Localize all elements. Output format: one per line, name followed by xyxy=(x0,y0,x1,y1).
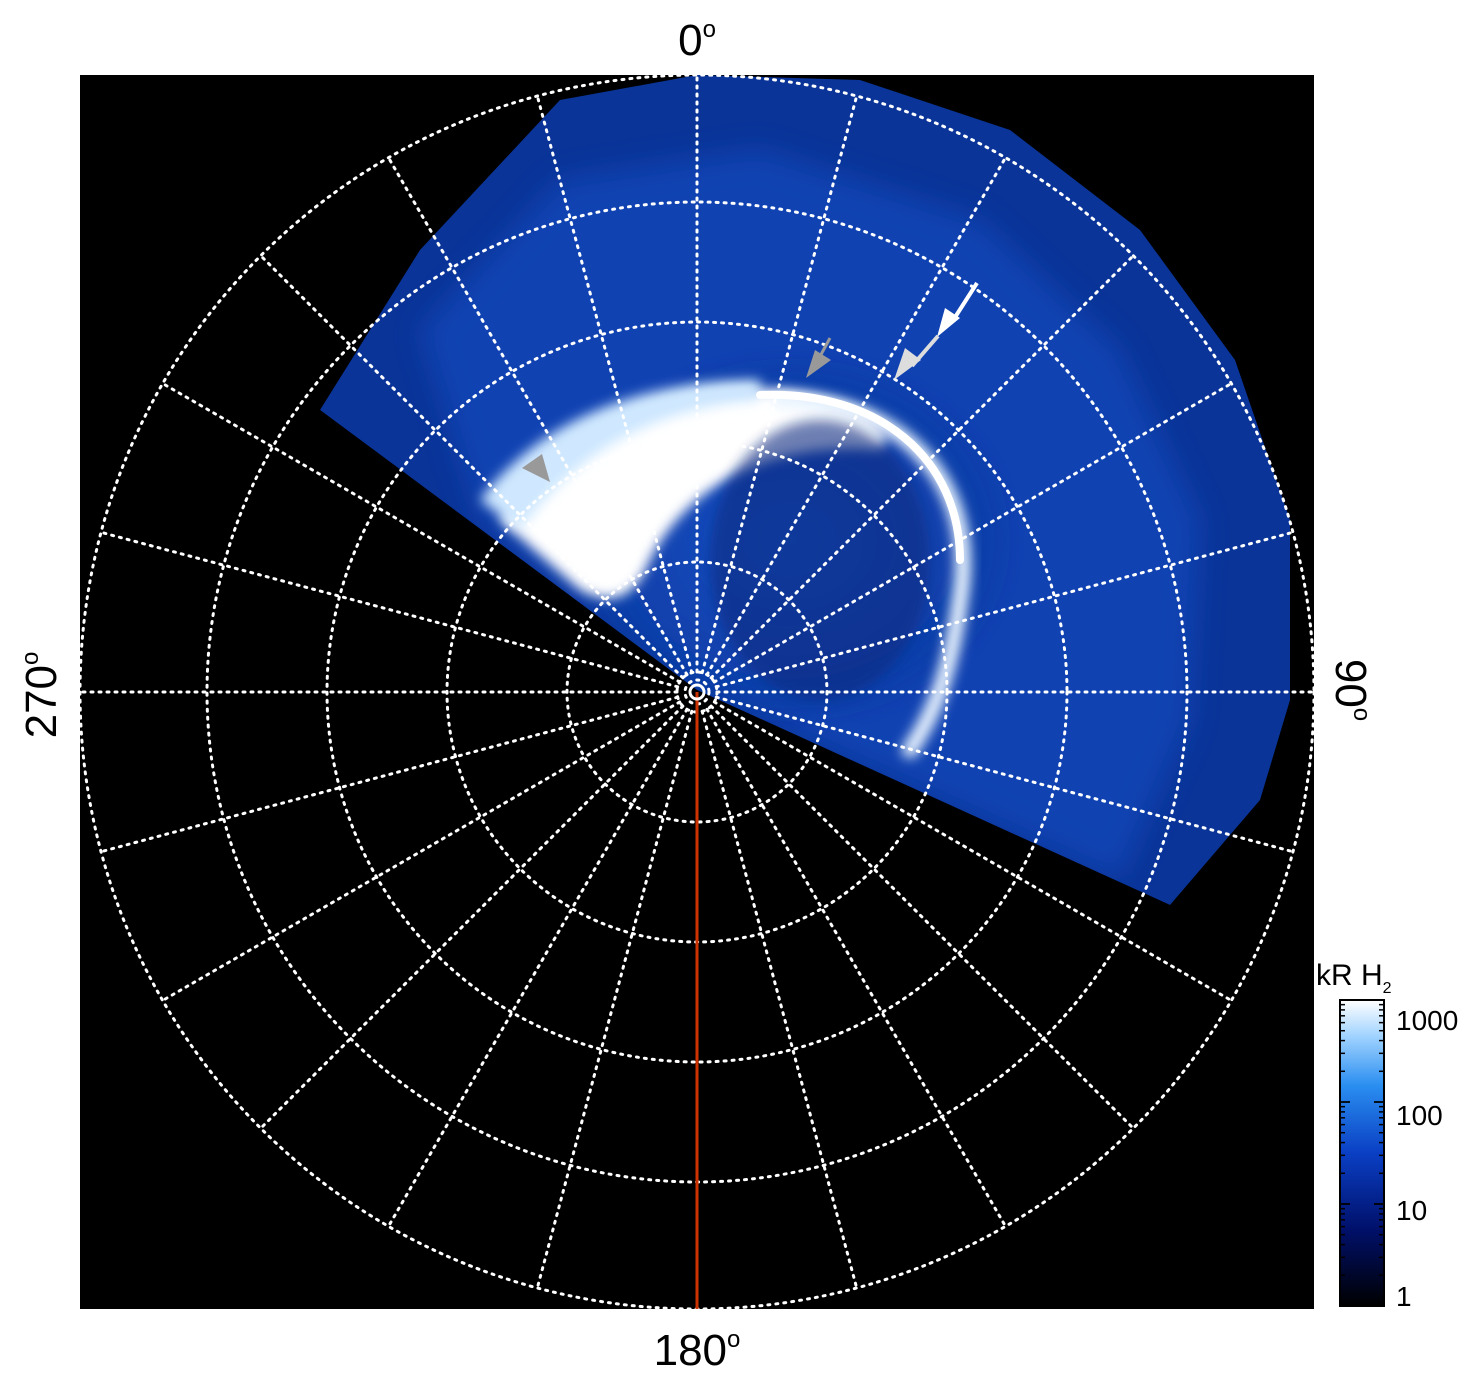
grey-arrow-1 xyxy=(806,337,832,378)
grid-meridian xyxy=(712,382,1233,684)
colorbar-title: kR H2 xyxy=(1316,959,1392,997)
white-arrow-2 xyxy=(894,334,940,380)
grid-circle xyxy=(325,320,1069,1064)
colorbar-tick-label: 1 xyxy=(1396,1281,1412,1312)
grid-meridian xyxy=(700,709,859,1290)
colorbar-tick-label: 10 xyxy=(1396,1195,1427,1226)
colorbar: kR H2 1000 100 10 1 xyxy=(1316,959,1458,1312)
grid-meridian xyxy=(99,695,680,854)
grid-circle xyxy=(565,560,829,824)
grid-meridian xyxy=(709,254,1135,680)
pole-marker xyxy=(688,683,706,701)
grid-meridian xyxy=(714,530,1295,689)
grid-meridian xyxy=(161,700,682,1002)
colorbar-ticks xyxy=(1340,999,1384,1307)
grid-meridian xyxy=(714,695,1295,854)
label-bottom: 180o xyxy=(654,1326,741,1375)
grid-meridian xyxy=(161,382,682,684)
grid-meridian xyxy=(259,254,685,680)
grid-meridian xyxy=(259,704,685,1130)
grid-meridian xyxy=(535,94,694,675)
label-right: 90o xyxy=(1326,659,1375,721)
grid-meridian xyxy=(705,707,1007,1228)
grid-meridian xyxy=(387,156,689,677)
annotation-arrows xyxy=(522,281,979,482)
white-arrow-1 xyxy=(937,281,979,337)
longitude-labels: 0o 180o 270o 90o xyxy=(17,16,1375,1375)
colorbar-tick-label: 1000 xyxy=(1396,1005,1458,1036)
colorbar-tick-label: 100 xyxy=(1396,1100,1443,1131)
grid-meridian xyxy=(700,94,859,675)
grey-arrow-2 xyxy=(522,454,550,482)
grid-meridian xyxy=(705,156,1007,677)
label-left: 270o xyxy=(17,652,66,739)
grid-meridian xyxy=(712,700,1233,1002)
grid-meridian xyxy=(709,704,1135,1130)
grid-meridian xyxy=(387,707,689,1228)
grid-meridian xyxy=(99,530,680,689)
grid-meridian xyxy=(535,709,694,1290)
label-top: 0o xyxy=(678,16,716,65)
colorbar-gradient xyxy=(1339,999,1385,1307)
